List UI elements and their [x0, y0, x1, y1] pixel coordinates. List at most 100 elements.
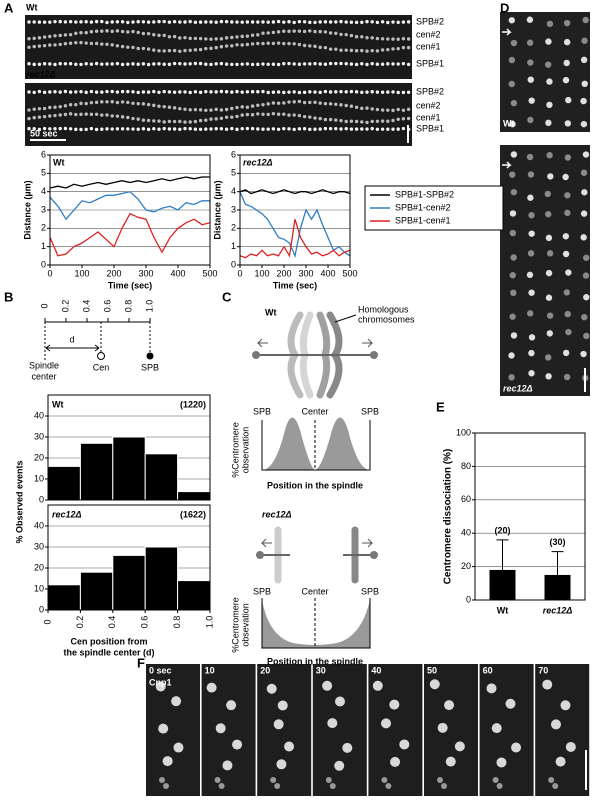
- spot: [510, 289, 517, 297]
- n-annotation: (20): [494, 525, 510, 535]
- spot: [58, 33, 62, 38]
- spot: [193, 107, 198, 112]
- spot: [53, 34, 57, 38]
- spot: [401, 90, 406, 95]
- spot: [37, 115, 42, 119]
- spot: [256, 33, 260, 37]
- spot: [162, 49, 166, 53]
- spot: [276, 101, 281, 105]
- spot: [146, 47, 151, 51]
- spot: [198, 127, 203, 131]
- spot: [131, 116, 135, 121]
- y-tick-label: 0: [231, 259, 236, 269]
- spot: [372, 680, 383, 691]
- spot: [391, 62, 395, 66]
- plot-frame: [239, 154, 351, 266]
- spot: [396, 20, 400, 25]
- spot: [48, 90, 52, 94]
- spot: [580, 210, 588, 217]
- spot: [528, 97, 535, 104]
- spot: [89, 30, 94, 34]
- spot: [360, 106, 364, 111]
- spot: [126, 62, 130, 66]
- spot: [126, 45, 130, 49]
- spot: [224, 90, 229, 94]
- spot: [219, 19, 224, 24]
- y-tick-label: 4: [41, 186, 46, 196]
- y-tick-label: 4: [231, 186, 236, 196]
- data-line: [49, 190, 210, 221]
- spot: [271, 111, 276, 116]
- spot: [528, 334, 536, 341]
- marker-label: cen#1: [416, 41, 441, 51]
- spot: [219, 116, 224, 121]
- spot: [219, 127, 224, 131]
- spot: [292, 90, 296, 94]
- spot: [120, 100, 125, 104]
- spot: [146, 127, 151, 132]
- spot: [287, 90, 291, 94]
- spot: [354, 119, 359, 124]
- x-axis-label: the spindle center (d): [63, 647, 154, 657]
- spot: [354, 127, 359, 131]
- spot: [172, 90, 177, 94]
- spot: [230, 20, 234, 24]
- plot-ylabel: %Centromere: [230, 597, 240, 653]
- spot: [58, 126, 62, 131]
- spot: [339, 127, 343, 131]
- spot: [292, 100, 296, 104]
- scale-tick: 0.6: [102, 300, 112, 313]
- spot: [32, 127, 36, 131]
- spot: [302, 100, 307, 105]
- y-axis-label: % Observed events: [14, 460, 24, 543]
- spot: [110, 62, 114, 66]
- spot: [581, 313, 588, 321]
- spb: [252, 351, 260, 359]
- spot: [266, 62, 270, 66]
- spot: [63, 89, 68, 94]
- spot: [27, 126, 31, 131]
- spot: [74, 127, 78, 132]
- spot: [63, 126, 68, 131]
- spot: [349, 33, 354, 38]
- spot: [42, 20, 47, 24]
- spot: [53, 105, 57, 109]
- spot: [79, 127, 83, 132]
- spot: [261, 20, 265, 24]
- spot: [396, 107, 400, 112]
- error-bar: [496, 539, 509, 570]
- spot: [581, 37, 588, 44]
- pointer: [334, 314, 357, 323]
- spot: [313, 61, 317, 66]
- spot: [282, 29, 286, 33]
- spot: [297, 127, 302, 131]
- spot: [365, 49, 369, 53]
- spot: [391, 20, 395, 24]
- spot: [406, 107, 411, 112]
- histogram-bar: [47, 584, 81, 611]
- panel-label: B: [4, 289, 13, 304]
- x-tick-label: 200: [106, 268, 121, 278]
- scale-tick: 0.4: [81, 300, 91, 313]
- spot: [292, 113, 296, 117]
- marker-label: SPB#1: [416, 123, 444, 133]
- spot: [545, 38, 552, 45]
- spot: [339, 61, 343, 66]
- spot: [188, 120, 192, 124]
- spot: [546, 312, 554, 319]
- spot: [152, 48, 156, 52]
- spot: [183, 48, 187, 53]
- spot: [583, 332, 590, 340]
- spot: [386, 47, 390, 52]
- spot: [198, 90, 203, 95]
- spot: [183, 90, 187, 94]
- spot: [563, 373, 571, 381]
- y-tick-label: 40: [34, 410, 44, 420]
- spot: [214, 90, 218, 94]
- spot: [105, 42, 109, 47]
- spot: [89, 89, 94, 94]
- spot: [391, 47, 395, 51]
- axes: [261, 420, 371, 471]
- x-axis-label: Cen position from: [71, 636, 148, 646]
- plot-ylabel: obsevation: [240, 603, 250, 647]
